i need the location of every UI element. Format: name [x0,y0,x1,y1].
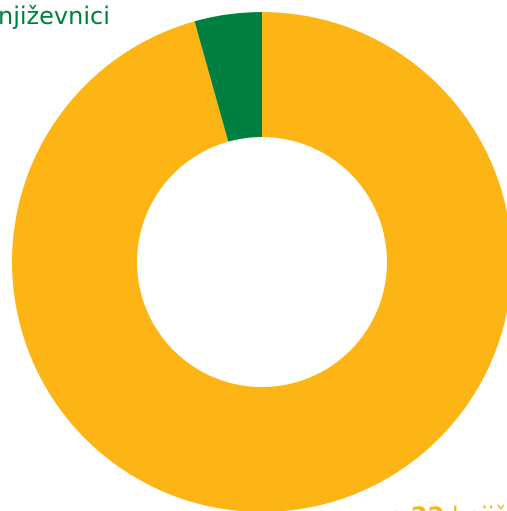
slice [12,12,507,511]
label-value: 22 [411,502,444,511]
slice [194,12,262,142]
bottom-label: e 22 knjiž [389,502,507,511]
label-suffix: knjiž [452,502,507,511]
label-prefix: e [389,502,404,511]
slices [12,12,507,511]
top-label: njiževnici [0,2,110,30]
